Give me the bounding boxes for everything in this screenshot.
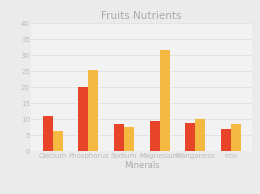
X-axis label: Minerals: Minerals — [124, 161, 160, 171]
Bar — [150, 121, 160, 151]
Bar — [88, 70, 98, 151]
Bar — [185, 123, 195, 151]
Title: Fruits Nutrients: Fruits Nutrients — [101, 11, 182, 21]
Bar — [124, 127, 134, 151]
Bar — [78, 87, 88, 151]
Bar — [53, 131, 63, 151]
Bar — [221, 129, 231, 151]
Bar — [195, 119, 205, 151]
Bar — [43, 116, 53, 151]
Bar — [160, 50, 170, 151]
Bar — [114, 124, 124, 151]
Bar — [231, 124, 241, 151]
